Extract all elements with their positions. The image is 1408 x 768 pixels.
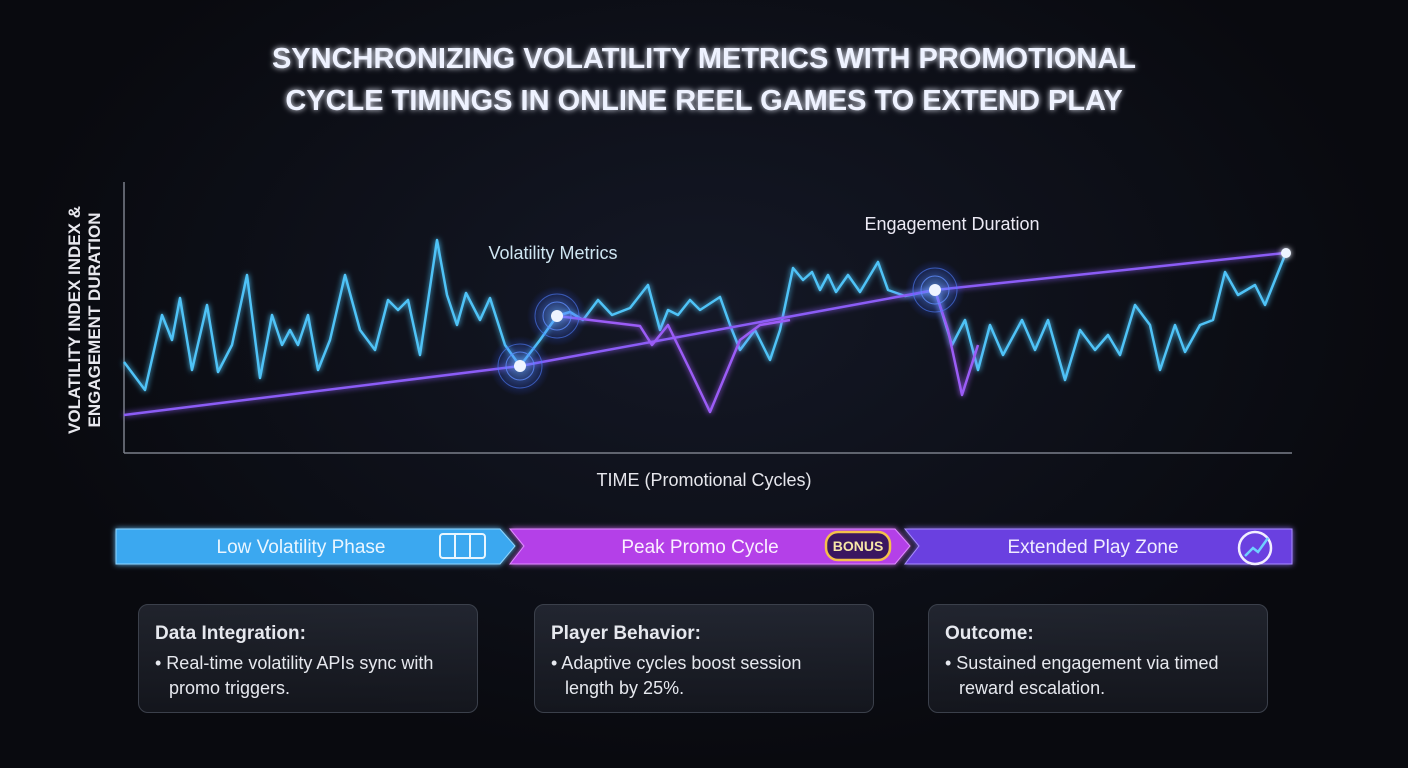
phase-label: Peak Promo Cycle (621, 537, 778, 558)
info-card: Player Behavior: • Adaptive cycles boost… (534, 604, 874, 713)
info-card: Data Integration: • Real-time volatility… (138, 604, 478, 713)
chart: SYNCHRONIZING VOLATILITY METRICS WITH PR… (65, 43, 1293, 566)
title-line: SYNCHRONIZING VOLATILITY METRICS WITH PR… (272, 43, 1136, 75)
volatility-line (123, 238, 1287, 392)
y-axis-label: VOLATILITY INDEX INDEX & ENGAGEMENT DURA… (65, 206, 104, 434)
card-title: Data Integration: (155, 623, 306, 644)
engagement-deviation (556, 314, 791, 414)
y-axis-label-line: VOLATILITY INDEX INDEX & (65, 206, 84, 434)
title-line: CYCLE TIMINGS IN ONLINE REEL GAMES TO EX… (285, 85, 1122, 117)
card-title: Player Behavior: (551, 623, 701, 644)
bonus-badge: BONUS (833, 538, 884, 554)
card-text: • Adaptive cycles boost session length b… (551, 653, 802, 698)
y-axis-label-line: ENGAGEMENT DURATION (85, 212, 104, 427)
card-text: • Real-time volatility APIs sync with pr… (155, 653, 434, 698)
annotation: Engagement Duration (864, 214, 1039, 234)
info-card: Outcome: • Sustained engagement via time… (928, 604, 1268, 713)
x-axis-label: TIME (Promotional Cycles) (596, 470, 811, 490)
phase-label: Extended Play Zone (1007, 537, 1178, 558)
highlight-points (490, 248, 1291, 396)
card-text: • Sustained engagement via timed reward … (945, 653, 1219, 698)
phase-label: Low Volatility Phase (217, 537, 386, 558)
phase-bar (115, 528, 1293, 566)
engagement-line (123, 251, 1286, 417)
annotation: Volatility Metrics (488, 243, 617, 263)
card-title: Outcome: (945, 623, 1034, 644)
